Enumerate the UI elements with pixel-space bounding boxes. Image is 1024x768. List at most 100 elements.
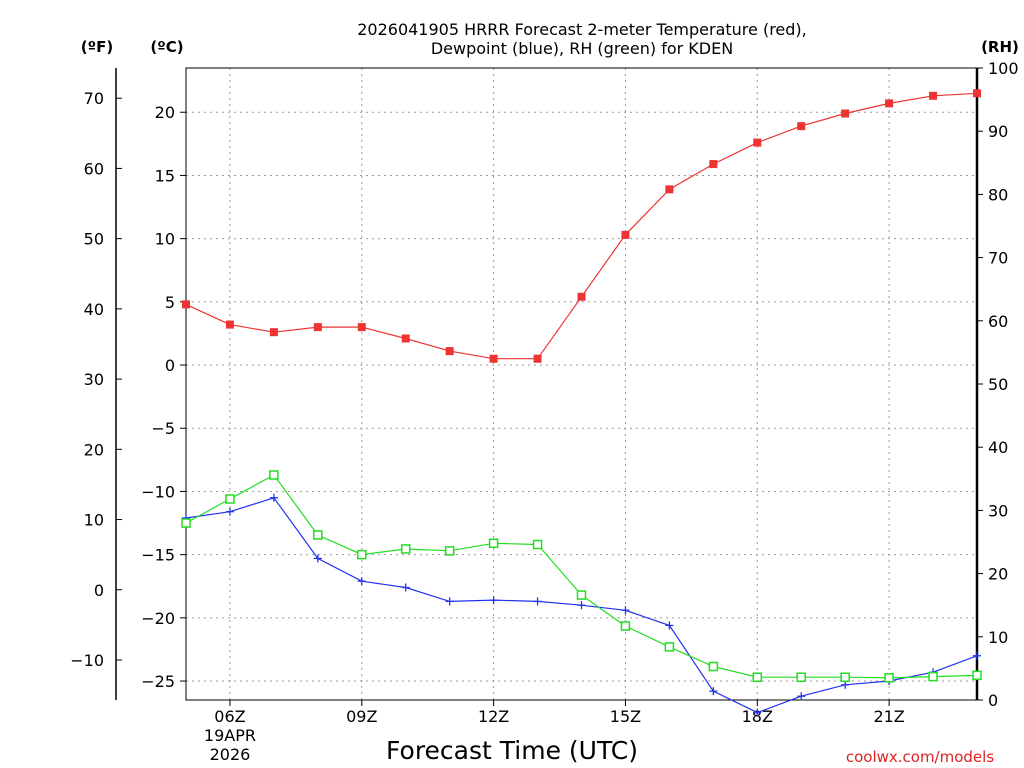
- celsius-tick-label: 20: [155, 103, 175, 122]
- rh-data-point: [752, 672, 763, 682]
- axis-ticks: 20151050−5−10−15−20−25706050403020100−10…: [70, 59, 1018, 764]
- credit-text: coolwx.com/models: [846, 748, 994, 766]
- temperature-data-point: [401, 334, 410, 343]
- axes: [115, 67, 979, 701]
- rh-data-point: [708, 661, 719, 672]
- fahrenheit-tick-label: 50: [84, 230, 104, 249]
- rh-data-point: [576, 590, 587, 600]
- rh-tick-label: 20: [988, 565, 1008, 584]
- rh-data-point: [840, 672, 850, 682]
- celsius-tick-label: −15: [141, 546, 175, 565]
- x-tick-label: 06Z: [214, 707, 245, 726]
- celsius-tick-label: 10: [155, 230, 175, 249]
- rh-data-point: [928, 671, 938, 682]
- temperature-data-point: [841, 109, 850, 118]
- celsius-tick-label: −10: [141, 482, 175, 501]
- dewpoint-data-point: [621, 606, 630, 615]
- dewpoint-data-point: [973, 651, 981, 660]
- temperature-data-point: [885, 99, 894, 108]
- temperature-data-point: [665, 185, 674, 194]
- dewpoint-data-point: [797, 692, 806, 701]
- dewpoint-data-point: [489, 596, 498, 605]
- temperature-data-point: [445, 347, 454, 356]
- temperature-data-point: [753, 138, 762, 147]
- rh-data-point: [357, 549, 367, 560]
- rh-data-point: [444, 546, 455, 556]
- dewpoint-data-point: [753, 708, 762, 717]
- fahrenheit-tick-label: 20: [84, 440, 104, 459]
- dewpoint-data-point: [841, 680, 850, 689]
- temperature-data-point: [489, 354, 498, 363]
- rh-data-point: [796, 672, 806, 682]
- x-tick-label: 09Z: [346, 707, 377, 726]
- fahrenheit-tick-label: 70: [84, 89, 104, 108]
- rh-data-point: [181, 518, 191, 528]
- temperature-data-point: [225, 320, 234, 329]
- chart-title-line2: Dewpoint (blue), RH (green) for KDEN: [431, 39, 733, 58]
- temperature-data-point: [797, 122, 806, 131]
- fahrenheit-tick-label: 30: [84, 370, 104, 389]
- temperature-data-point: [182, 300, 190, 309]
- rh-data-point: [664, 642, 675, 652]
- temperature-data-point: [533, 354, 542, 363]
- celsius-tick-label: −5: [151, 419, 175, 438]
- fahrenheit-tick-label: 40: [84, 300, 104, 319]
- rh-data-point: [400, 544, 411, 554]
- rh-data-point: [532, 539, 543, 550]
- dewpoint-data-point: [313, 554, 322, 563]
- celsius-unit-label: (ºC): [150, 38, 183, 56]
- rh-tick-label: 40: [988, 438, 1008, 457]
- chart-title-line1: 2026041905 HRRR Forecast 2-meter Tempera…: [357, 20, 807, 39]
- temperature-data-point: [313, 323, 322, 332]
- rh-data-point: [884, 673, 894, 683]
- dewpoint-data-point: [445, 597, 454, 606]
- dewpoint-data-point: [269, 493, 278, 502]
- dewpoint-data-point: [533, 597, 542, 606]
- dewpoint-data-point: [577, 601, 586, 610]
- dewpoint-data-point: [357, 577, 366, 586]
- x-tick-label: 15Z: [610, 707, 641, 726]
- x-tick-label: 12Z: [478, 707, 509, 726]
- rh-data-point: [972, 670, 982, 681]
- celsius-tick-label: 5: [165, 293, 175, 312]
- fahrenheit-tick-label: 0: [94, 581, 104, 600]
- temperature-data-point: [357, 323, 366, 332]
- rh-data-point: [488, 538, 499, 549]
- x-tick-label: 21Z: [873, 707, 904, 726]
- dewpoint-data-point: [401, 583, 410, 592]
- dewpoint-data-point: [709, 687, 718, 696]
- rh-tick-label: 60: [988, 312, 1008, 331]
- temperature-data-point: [709, 160, 718, 169]
- rh-tick-label: 0: [988, 691, 998, 710]
- rh-tick-label: 50: [988, 375, 1008, 394]
- rh-data-point: [620, 621, 631, 631]
- rh-tick-label: 90: [988, 122, 1008, 141]
- rh-tick-label: 70: [988, 249, 1008, 268]
- celsius-tick-label: 15: [155, 166, 175, 185]
- rh-data-point: [269, 470, 279, 480]
- celsius-tick-label: −25: [141, 672, 175, 691]
- fahrenheit-tick-label: 60: [84, 159, 104, 178]
- temperature-data-point: [269, 328, 278, 337]
- rh-series-line: [185, 474, 978, 679]
- temperature-data-point: [973, 89, 981, 98]
- rh-tick-label: 80: [988, 185, 1008, 204]
- temperature-data-point: [929, 91, 938, 100]
- rh-data-point: [313, 530, 323, 540]
- celsius-tick-label: −20: [141, 609, 175, 628]
- temperature-data-point: [621, 230, 630, 239]
- rh-tick-label: 30: [988, 501, 1008, 520]
- rh-unit-label: (RH): [981, 38, 1019, 56]
- temperature-data-point: [577, 292, 586, 301]
- fahrenheit-tick-label: 10: [84, 511, 104, 530]
- fahrenheit-unit-label: (ºF): [81, 38, 113, 56]
- dewpoint-data-point: [665, 621, 674, 630]
- fahrenheit-tick-label: −10: [70, 651, 104, 670]
- series-layer: [181, 89, 982, 717]
- temperature-series-line: [185, 92, 978, 360]
- x-date-label: 19APR: [204, 726, 256, 745]
- x-axis-label: Forecast Time (UTC): [386, 736, 638, 765]
- dewpoint-data-point: [225, 507, 234, 516]
- celsius-tick-label: 0: [165, 356, 175, 375]
